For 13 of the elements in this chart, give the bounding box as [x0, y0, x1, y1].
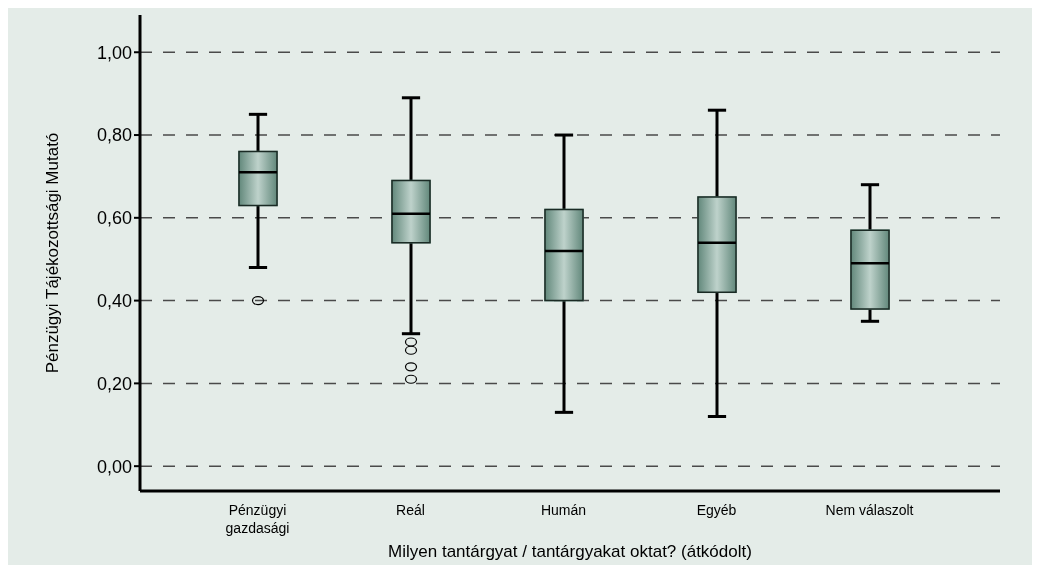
x-tick-label: Humán [540, 502, 587, 518]
y-tick-label: 0,80 [96, 125, 132, 146]
x-tick-label: Nem válaszolt [825, 502, 914, 518]
y-tick-label: 1,00 [96, 42, 132, 63]
x-tick-label: Reál [396, 502, 425, 518]
x-axis-title: Milyen tantárgyat / tantárgyakat oktat? (átkódolt) [388, 542, 752, 561]
y-tick-label: 0,20 [96, 373, 132, 394]
y-tick-label: 0,40 [96, 290, 132, 311]
x-tick-label: Egyéb [696, 502, 737, 518]
y-tick-label: 0,60 [96, 208, 132, 229]
y-tick-label: 0,00 [96, 456, 132, 477]
x-tick-label: Pénzügyi gazdasági [225, 502, 290, 536]
y-axis-title: Pénzügyi Tájékozottsági Mutató [43, 132, 63, 374]
